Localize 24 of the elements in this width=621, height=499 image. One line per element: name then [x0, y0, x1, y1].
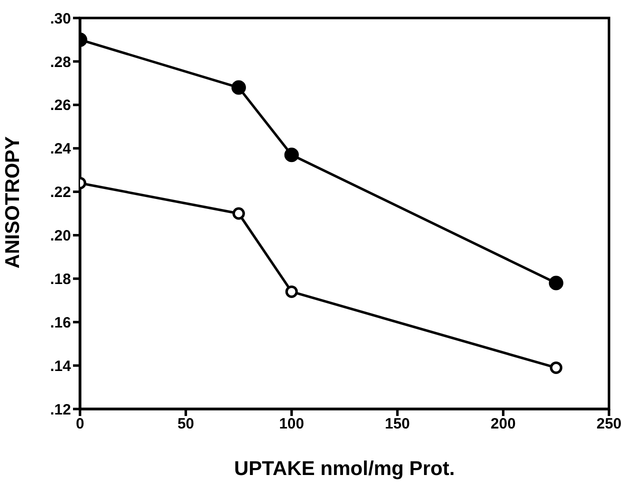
y-axis-title: ANISOTROPY [2, 136, 24, 268]
y-tick-label: .26 [50, 97, 71, 114]
y-tick-label: .24 [50, 140, 72, 158]
y-tick-label: .22 [50, 184, 71, 202]
point [284, 148, 299, 162]
point [548, 276, 564, 290]
point [285, 285, 298, 298]
x-tick-label: 200 [490, 416, 516, 433]
point [232, 207, 245, 220]
x-axis-title: UPTAKE nmol/mg Prot. [234, 458, 455, 480]
y-tick-label: .30 [50, 10, 71, 28]
point [550, 361, 562, 374]
x-tick-label: 250 [596, 416, 621, 433]
x-tick-label: 150 [384, 416, 410, 433]
y-tick-label: .12 [50, 401, 71, 418]
point [231, 80, 246, 95]
x-tick-label: 50 [177, 416, 194, 433]
y-tick-label: .14 [50, 358, 72, 375]
y-tick-label: .20 [50, 228, 71, 245]
y-tick-label: .16 [50, 314, 71, 332]
x-tick-label: 0 [76, 416, 84, 433]
x-tick-label: 100 [279, 416, 304, 433]
y-tick-label: .18 [50, 270, 71, 288]
y-tick-label: .28 [50, 54, 71, 71]
